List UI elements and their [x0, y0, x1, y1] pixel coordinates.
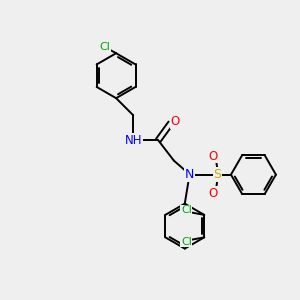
- Text: Cl: Cl: [181, 237, 192, 247]
- Text: N: N: [185, 168, 194, 181]
- Text: Cl: Cl: [181, 206, 192, 215]
- Text: NH: NH: [124, 134, 142, 147]
- Text: O: O: [208, 150, 218, 163]
- Text: O: O: [208, 187, 218, 200]
- Text: Cl: Cl: [99, 42, 110, 52]
- Text: S: S: [214, 168, 221, 181]
- Text: O: O: [171, 115, 180, 128]
